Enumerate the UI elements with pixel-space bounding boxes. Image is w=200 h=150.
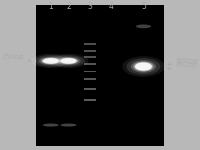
Text: 5: 5 (141, 2, 146, 11)
Ellipse shape (135, 62, 152, 71)
Ellipse shape (43, 58, 59, 64)
Text: 692bp: 692bp (176, 62, 198, 68)
Bar (84, 88, 96, 90)
Ellipse shape (39, 57, 63, 65)
Ellipse shape (53, 55, 85, 67)
Bar (84, 56, 96, 58)
Ellipse shape (59, 57, 78, 64)
Ellipse shape (43, 124, 59, 127)
Text: 4: 4 (109, 2, 114, 11)
Text: 2: 2 (66, 2, 71, 11)
Text: 1: 1 (48, 2, 53, 11)
Ellipse shape (61, 58, 77, 64)
Ellipse shape (31, 54, 71, 68)
Ellipse shape (122, 56, 165, 77)
Ellipse shape (127, 58, 160, 75)
Bar (36, 4, 164, 146)
Ellipse shape (131, 60, 156, 73)
Text: 900bp: 900bp (176, 58, 198, 64)
Ellipse shape (35, 55, 67, 67)
Bar (84, 99, 96, 101)
Ellipse shape (49, 54, 89, 68)
Ellipse shape (136, 24, 151, 28)
Bar (84, 63, 96, 65)
Bar (84, 43, 96, 45)
Bar (84, 70, 96, 72)
Ellipse shape (61, 124, 77, 127)
Ellipse shape (133, 62, 154, 72)
Bar (84, 50, 96, 52)
Bar (84, 78, 96, 80)
Ellipse shape (41, 57, 60, 64)
Text: 3: 3 (88, 2, 92, 11)
Text: 750bp: 750bp (2, 54, 24, 60)
Ellipse shape (57, 57, 81, 65)
